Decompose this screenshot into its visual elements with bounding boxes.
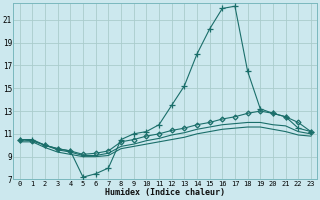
X-axis label: Humidex (Indice chaleur): Humidex (Indice chaleur) <box>105 188 225 197</box>
